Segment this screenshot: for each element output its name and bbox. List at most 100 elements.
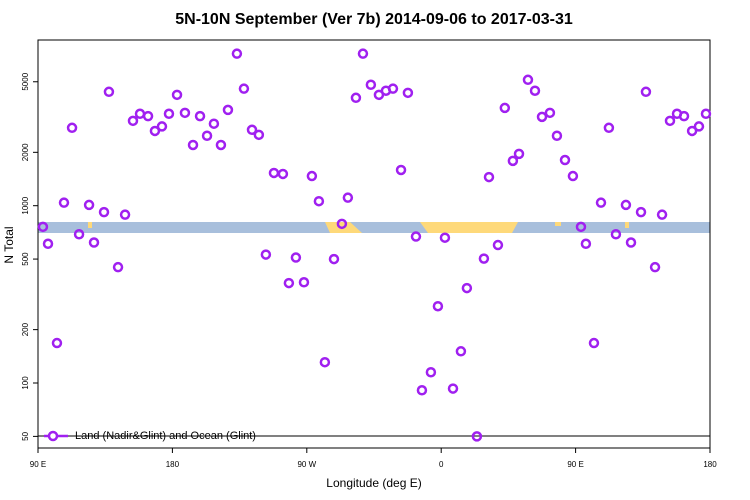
point bbox=[402, 87, 414, 99]
chart-title: 5N-10N September (Ver 7b) 2014-09-06 to … bbox=[175, 11, 573, 28]
y-tick-label: 2000 bbox=[21, 143, 30, 161]
point bbox=[387, 83, 399, 94]
point bbox=[98, 206, 110, 218]
point bbox=[416, 385, 428, 396]
point bbox=[238, 83, 250, 94]
point bbox=[575, 221, 587, 233]
point bbox=[357, 48, 369, 59]
point bbox=[42, 238, 54, 250]
x-tick-label: 180 bbox=[703, 460, 717, 469]
point bbox=[268, 167, 280, 179]
point bbox=[187, 139, 199, 151]
point bbox=[194, 110, 206, 122]
point bbox=[499, 102, 511, 114]
point bbox=[73, 229, 85, 240]
point bbox=[649, 261, 661, 273]
point bbox=[625, 237, 637, 248]
point bbox=[395, 164, 407, 176]
point bbox=[492, 239, 504, 251]
point bbox=[306, 170, 318, 182]
y-tick-label: 5000 bbox=[21, 72, 30, 90]
point bbox=[478, 253, 490, 264]
land-patch bbox=[555, 222, 561, 226]
point bbox=[678, 110, 690, 122]
point bbox=[83, 199, 95, 211]
point bbox=[610, 229, 622, 240]
x-tick-label: 180 bbox=[166, 460, 180, 469]
point bbox=[179, 107, 191, 119]
point bbox=[328, 253, 340, 265]
point bbox=[253, 129, 265, 141]
point bbox=[588, 337, 600, 349]
point bbox=[201, 130, 213, 142]
y-tick-label: 1000 bbox=[21, 196, 30, 214]
point bbox=[88, 237, 100, 248]
point bbox=[149, 125, 161, 137]
point bbox=[365, 79, 377, 90]
point bbox=[215, 139, 227, 151]
point bbox=[103, 86, 115, 98]
point bbox=[37, 221, 49, 233]
point bbox=[595, 197, 607, 208]
y-tick-label: 200 bbox=[21, 322, 30, 336]
point bbox=[336, 218, 348, 230]
point bbox=[536, 111, 548, 123]
point bbox=[603, 122, 615, 134]
point bbox=[171, 89, 183, 101]
x-tick-label: 90 W bbox=[297, 460, 316, 469]
point bbox=[686, 125, 698, 137]
point bbox=[471, 431, 483, 442]
point bbox=[246, 124, 258, 136]
point bbox=[700, 108, 712, 120]
point bbox=[410, 231, 422, 242]
point bbox=[447, 383, 459, 394]
land-patch bbox=[88, 222, 92, 228]
point bbox=[119, 209, 131, 220]
point bbox=[559, 154, 571, 166]
point bbox=[529, 85, 541, 96]
point bbox=[142, 110, 154, 122]
point bbox=[439, 232, 451, 243]
point bbox=[425, 366, 437, 378]
point bbox=[544, 107, 556, 119]
point bbox=[580, 238, 592, 250]
x-tick-label: 0 bbox=[439, 460, 444, 469]
land-patch bbox=[420, 222, 518, 233]
plot-frame bbox=[37, 39, 711, 449]
y-tick-label: 100 bbox=[21, 376, 30, 390]
legend-label: Land (Nadir&Glint) and Ocean (Glint) bbox=[75, 430, 256, 442]
point bbox=[298, 277, 310, 288]
point bbox=[664, 115, 676, 127]
point bbox=[66, 122, 78, 134]
point bbox=[551, 130, 563, 142]
x-axis-label: Longitude (deg E) bbox=[326, 476, 421, 490]
land-patch bbox=[625, 222, 629, 228]
ocean-strip bbox=[38, 222, 710, 233]
point bbox=[290, 252, 302, 263]
point bbox=[313, 195, 325, 207]
point bbox=[208, 118, 220, 129]
point bbox=[342, 192, 354, 203]
point bbox=[455, 346, 467, 357]
point bbox=[260, 249, 272, 260]
point bbox=[432, 300, 444, 312]
legend-marker bbox=[47, 430, 59, 442]
point bbox=[635, 206, 647, 218]
point bbox=[283, 277, 295, 289]
map-strip bbox=[38, 222, 710, 233]
point bbox=[163, 108, 175, 120]
point bbox=[156, 121, 168, 132]
point bbox=[656, 209, 668, 220]
point bbox=[640, 86, 652, 98]
point bbox=[513, 148, 525, 160]
point bbox=[483, 171, 495, 183]
point bbox=[222, 104, 234, 116]
x-tick-label: 90 E bbox=[567, 460, 583, 469]
y-tick-label: 50 bbox=[21, 431, 30, 440]
point bbox=[112, 261, 124, 273]
point bbox=[507, 155, 519, 167]
point bbox=[350, 92, 362, 104]
point bbox=[51, 337, 63, 349]
point bbox=[231, 48, 243, 59]
